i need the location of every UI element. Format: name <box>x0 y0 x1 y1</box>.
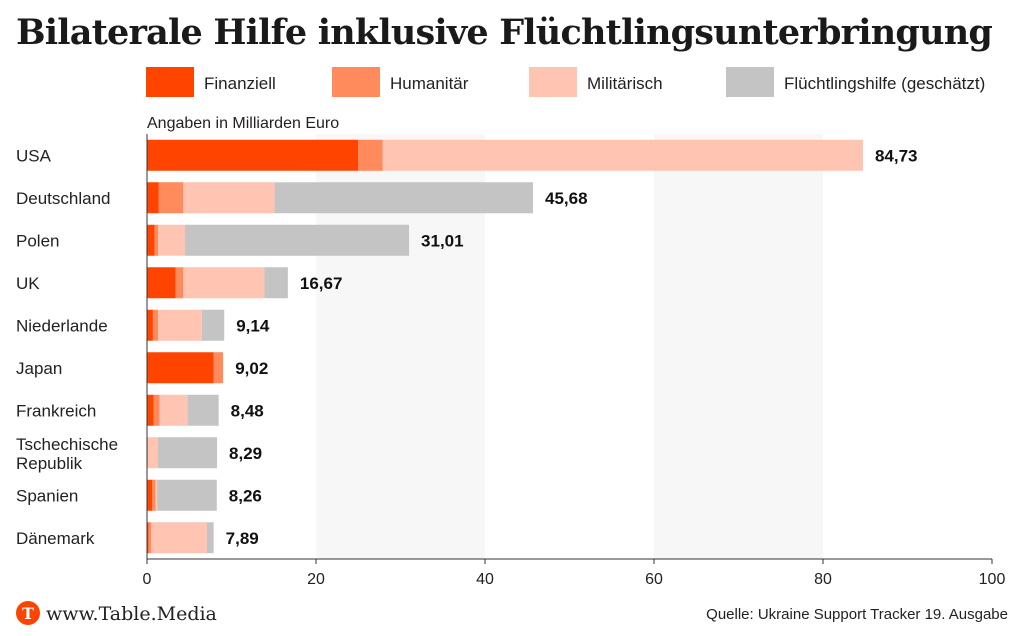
legend-swatch <box>529 67 577 97</box>
logo-letter: T <box>22 604 34 623</box>
legend-label: Flüchtlingshilfe (geschätzt) <box>784 74 985 93</box>
background-band <box>654 134 823 559</box>
bar-segment <box>206 522 214 554</box>
value-label: 7,89 <box>226 529 259 548</box>
x-tick-label: 60 <box>645 571 663 588</box>
bar-segment <box>151 522 207 554</box>
legend-swatch <box>332 67 380 97</box>
bar-segment <box>157 309 202 341</box>
bar-segment <box>183 182 275 214</box>
bar-segment <box>157 479 217 511</box>
bar-segment <box>147 224 155 256</box>
bar-segment <box>152 479 156 511</box>
value-labels: 84,73 45,68 31,01 16,67 9,14 9,02 8,48 8,29 8,26… <box>226 146 918 548</box>
bar-segment <box>185 224 410 256</box>
category-labels: USA Deutschland Polen UK Niederlande Japan Fra… <box>16 146 118 548</box>
bar-segment <box>147 479 153 511</box>
footer-brand: www.Table.Media <box>46 603 217 625</box>
footer: T www.Table.Media Quelle: Ukraine Suppor… <box>16 601 1008 625</box>
category-label: Polen <box>16 231 59 250</box>
x-tick-label: 40 <box>476 571 494 588</box>
bar-segment <box>155 479 158 511</box>
x-axis: 0 20 40 60 80 100 <box>143 134 1006 588</box>
legend-swatch <box>726 67 774 97</box>
bar-segment <box>154 224 158 256</box>
category-label: Japan <box>16 359 62 378</box>
bar-segment <box>152 309 158 341</box>
x-tick-label: 80 <box>814 571 832 588</box>
bar-segment <box>148 522 152 554</box>
legend: Finanziell Humanitär Militärisch Flüchtling… <box>146 67 985 97</box>
x-tick-label: 0 <box>143 571 152 588</box>
bar-segment <box>274 182 533 214</box>
category-label: UK <box>16 274 40 293</box>
bar-segment <box>175 267 184 299</box>
bar-segment <box>147 182 159 214</box>
bar-segment <box>147 267 176 299</box>
legend-label: Militärisch <box>587 74 663 93</box>
bar-segment <box>147 309 153 341</box>
value-label: 45,68 <box>545 189 588 208</box>
table-media-logo <box>16 601 40 625</box>
bar-segment <box>153 394 160 426</box>
value-label: 9,02 <box>235 359 268 378</box>
value-label: 8,29 <box>229 444 262 463</box>
bar-segment <box>213 352 224 384</box>
bar-segment <box>201 309 225 341</box>
footer-source: Quelle: Ukraine Support Tracker 19. Ausg… <box>706 606 1008 623</box>
chart-subtitle: Angaben in Milliarden Euro <box>147 115 339 132</box>
bar-segment <box>264 267 288 299</box>
category-label: USA <box>16 146 52 165</box>
bar-segment <box>147 139 359 171</box>
value-label: 16,67 <box>300 274 343 293</box>
category-label: Niederlande <box>16 316 108 335</box>
bar-segment <box>147 437 158 469</box>
category-label: Deutschland <box>16 189 111 208</box>
value-label: 8,48 <box>231 401 264 420</box>
bar-segment <box>382 139 863 171</box>
chart-title: Bilaterale Hilfe inklusive Flüchtlingsun… <box>16 12 993 53</box>
bar-segment <box>187 394 219 426</box>
value-label: 9,14 <box>236 316 270 335</box>
category-label: Republik <box>16 454 83 473</box>
bar-segment <box>358 139 383 171</box>
category-label: Frankreich <box>16 401 96 420</box>
bar-segment <box>183 267 265 299</box>
bar-segment <box>159 394 188 426</box>
category-label: Spanien <box>16 486 78 505</box>
value-label: 84,73 <box>875 146 918 165</box>
x-tick-label: 20 <box>307 571 325 588</box>
bar-segment <box>157 224 186 256</box>
value-label: 31,01 <box>421 231 464 250</box>
category-label: Dänemark <box>16 529 95 548</box>
value-label: 8,26 <box>229 486 262 505</box>
bar-segment <box>147 352 214 384</box>
legend-label: Humanitär <box>390 74 469 93</box>
legend-swatch <box>146 67 194 97</box>
bars <box>147 139 863 554</box>
bar-segment <box>158 182 184 214</box>
bar-segment <box>157 437 218 469</box>
x-tick-label: 100 <box>979 571 1006 588</box>
legend-label: Finanziell <box>204 74 276 93</box>
bar-segment <box>147 522 149 554</box>
bar-segment <box>147 394 154 426</box>
category-label: Tschechische <box>16 435 118 454</box>
